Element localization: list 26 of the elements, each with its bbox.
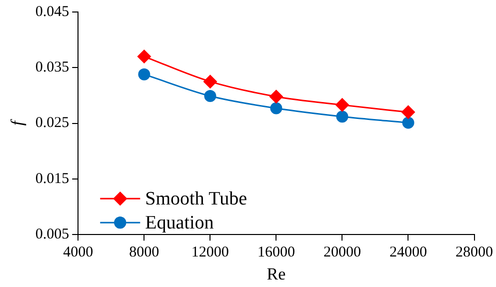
y-tick-label: 0.025 [35,115,70,132]
point [270,102,282,114]
point [401,105,416,120]
point [204,90,216,102]
y-tick-label: 0.035 [35,60,70,76]
point [269,90,284,104]
x-tick-label: 16000 [257,244,295,261]
x-tick-label: 20000 [323,244,361,261]
point [402,116,414,129]
y-axis-title: f [8,118,27,126]
y-tick-label: 0.045 [35,4,70,20]
legend-label: Smooth Tube [145,188,248,210]
x-axis-title: Re [266,264,286,284]
x-tick-label: 28000 [456,244,493,261]
y-tick-label: 0.015 [35,170,70,187]
x-tick-label: 12000 [191,244,229,261]
point [336,110,348,123]
x-tick-label: 8000 [129,244,160,261]
legend-label: Equation [145,212,214,234]
point [203,74,218,89]
y-tick-label: 0.005 [35,226,70,243]
point [138,68,150,80]
x-tick-label: 4000 [63,244,94,261]
x-tick-label: 24000 [389,244,427,261]
point [137,50,152,64]
point [335,98,350,112]
